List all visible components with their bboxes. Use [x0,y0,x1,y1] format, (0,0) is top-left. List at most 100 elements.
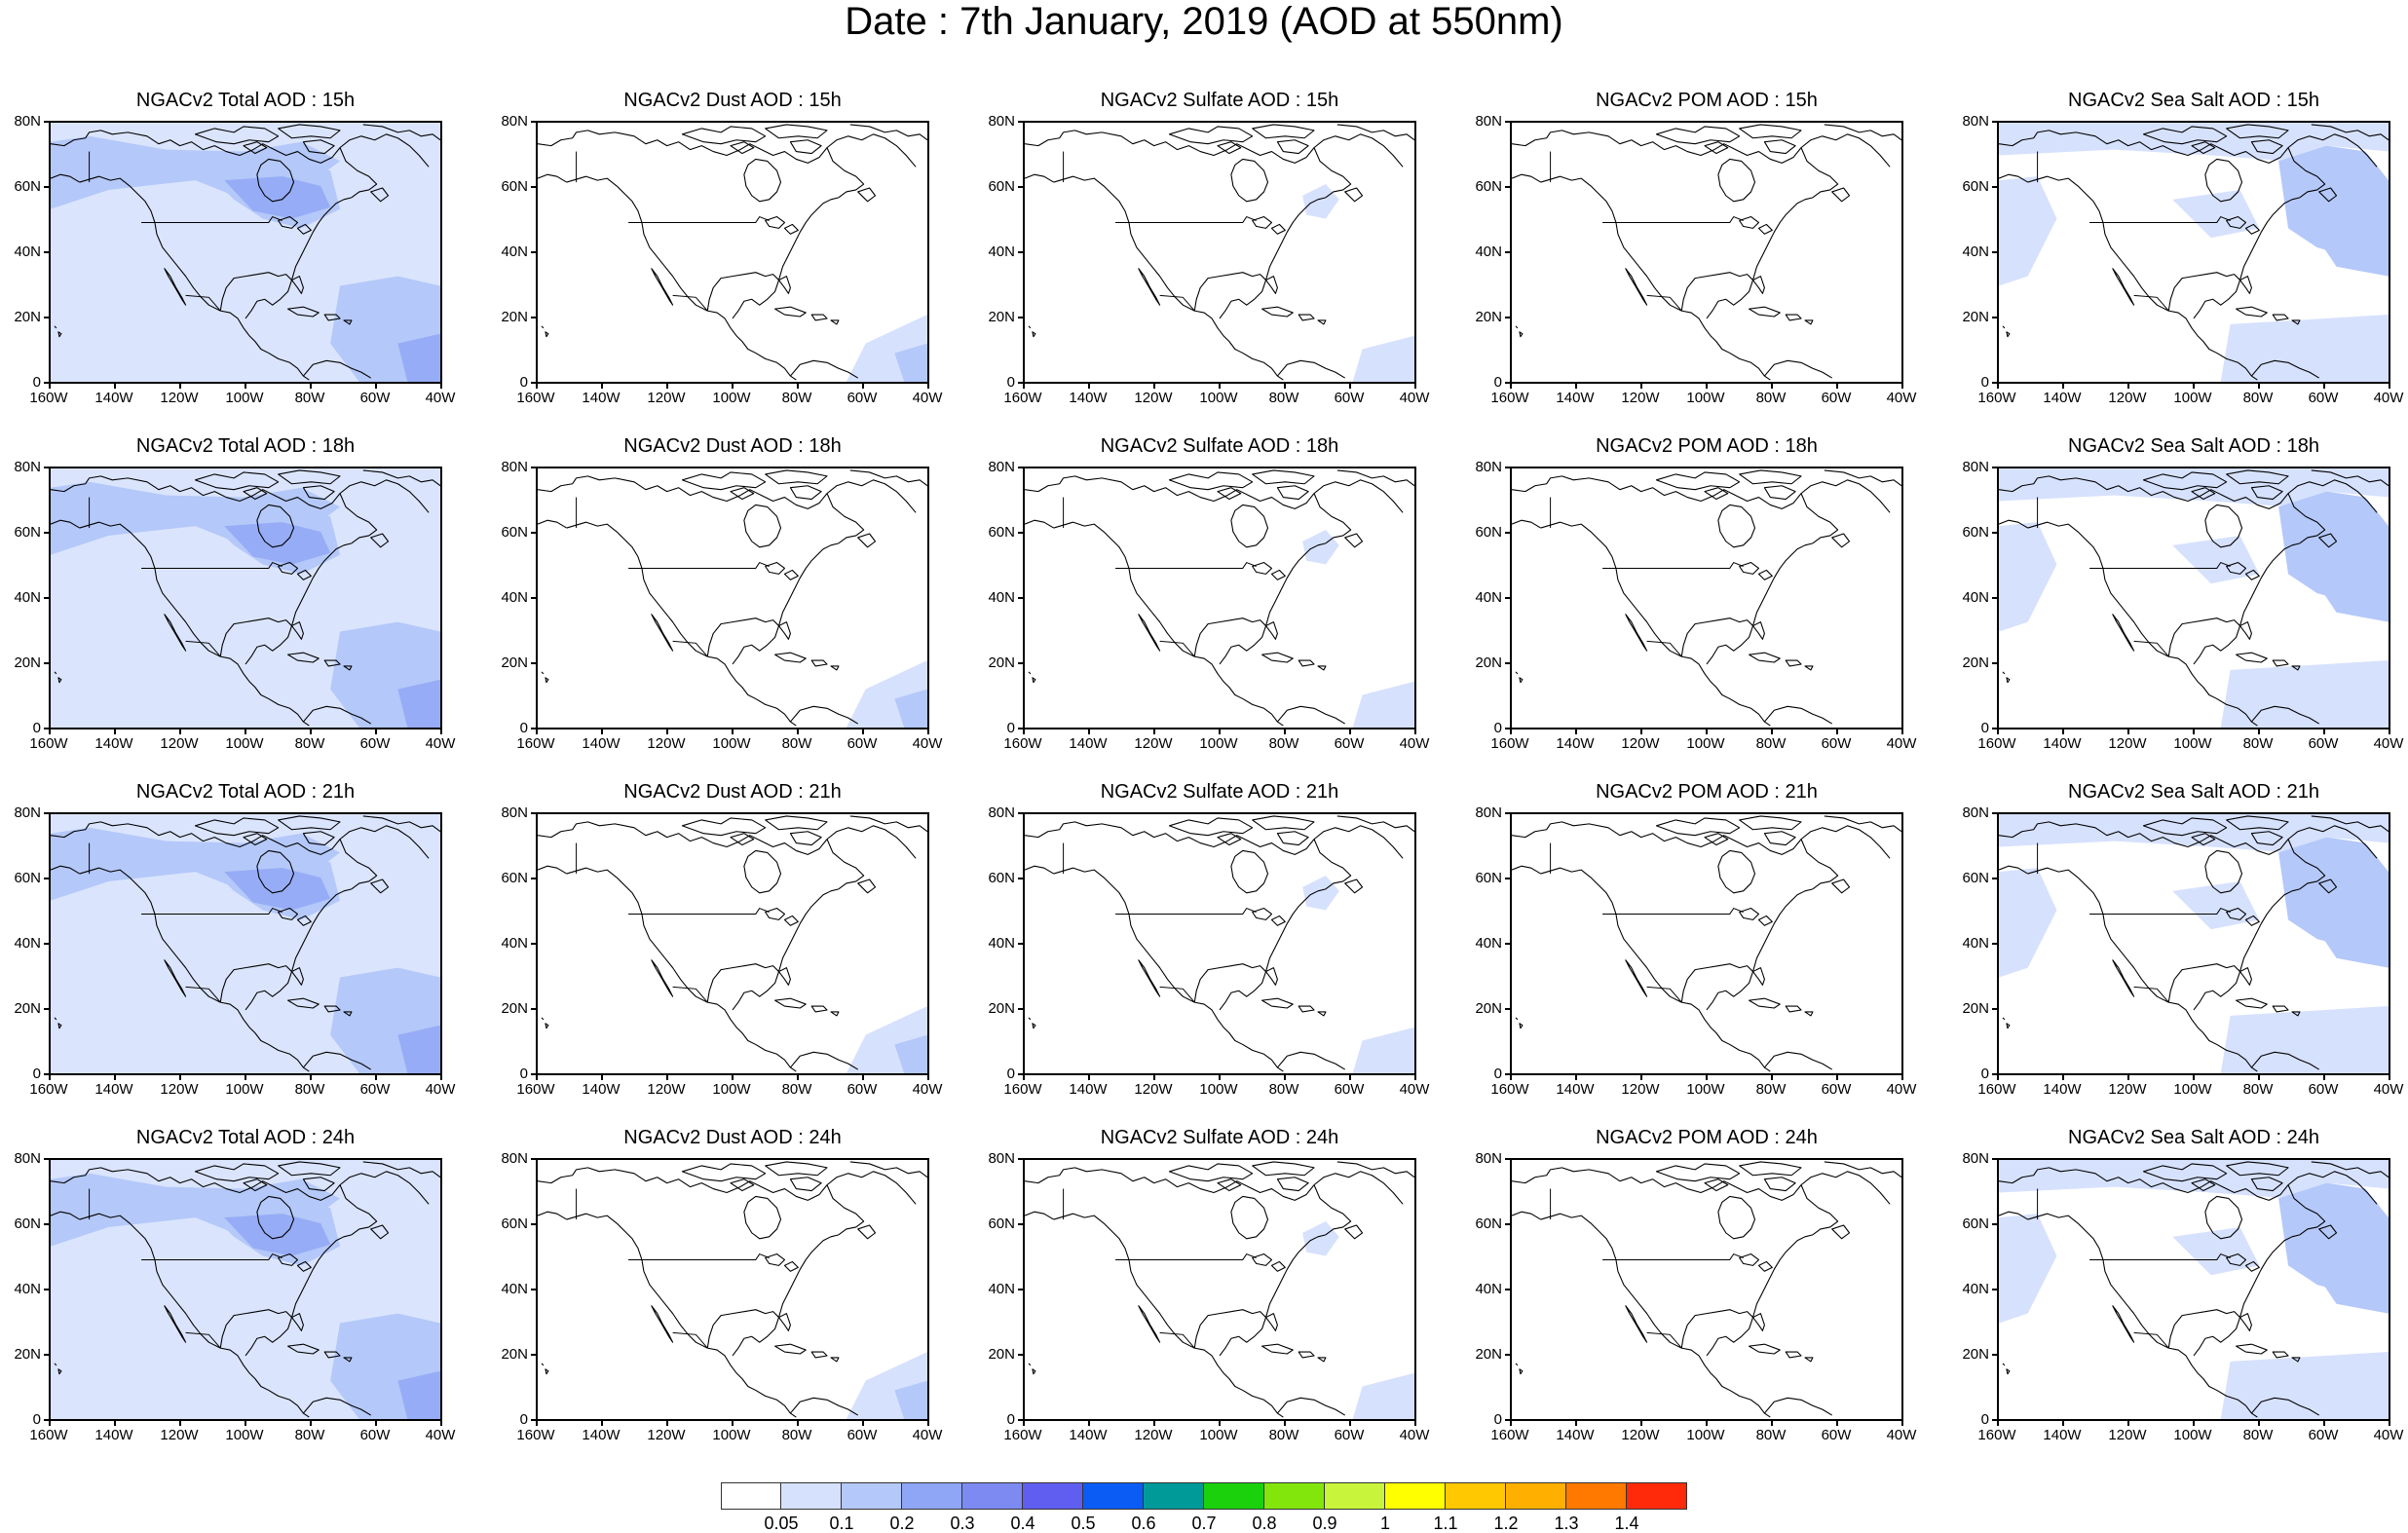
colorbar-label: 1.4 [1614,1514,1639,1533]
lat-tick [1018,1419,1023,1421]
colorbar-swatch [842,1482,902,1510]
lat-tick [1992,532,1997,534]
map-panel: NGACv2 POM AOD : 24h 80N 60N 40N 20N 0 160W 140… [1463,1125,1950,1456]
lon-tick [179,729,181,734]
aod-shaded-region [2316,919,2389,968]
aod-shaded-region [1302,184,1339,219]
lat-tick-label: 0 [1006,720,1015,736]
lat-tick [531,1158,536,1160]
lat-tick [1505,812,1510,814]
lon-tick-label: 60W [847,1081,878,1098]
lat-tick-label: 40N [14,243,41,260]
aod-field-map [1999,814,2389,1073]
lon-tick [2062,384,2064,389]
lon-tick [375,1075,377,1080]
lon-tick [1219,1421,1221,1426]
lon-tick-label: 80W [781,390,812,406]
colorbar-swatch [1264,1482,1325,1510]
lat-tick [44,251,49,253]
lat-tick-label: 60N [988,870,1015,886]
coastline [1512,1161,1901,1418]
lon-tick [2127,1075,2129,1080]
lon-tick [1284,1075,1286,1080]
map-area [1510,1158,1903,1421]
lat-tick [531,186,536,188]
colorbar-swatch [1446,1482,1506,1510]
lon-tick-label: 160W [1977,1081,2016,1098]
aod-shaded-region [1999,123,2389,162]
lon-tick [1771,1075,1773,1080]
lat-tick-label: 40N [1475,935,1502,952]
lat-tick [1992,1223,1997,1225]
lat-tick [1018,728,1023,729]
lat-tick-label: 0 [519,1066,528,1082]
lon-tick-label: 100W [1199,1427,1238,1443]
lon-tick-label: 140W [2043,390,2082,406]
lon-tick-label: 60W [2308,390,2339,406]
lon-tick [245,1421,246,1426]
colorbar-swatch [1204,1482,1264,1510]
lon-tick-label: 160W [1003,390,1042,406]
lon-tick-label: 80W [1755,1427,1787,1443]
aod-shaded-region [2220,660,2389,728]
map-panel: NGACv2 Sea Salt AOD : 21h 80N 60N 40N 20N 0 16… [1950,779,2408,1110]
panel-title: NGACv2 Sea Salt AOD : 21h [2068,781,2319,803]
lat-tick [44,1289,49,1290]
aod-shaded-region [2220,1352,2389,1419]
lon-tick [1901,1421,1903,1426]
lon-tick-label: 140W [94,1081,133,1098]
colorbar-swatch [781,1482,842,1510]
lat-tick-label: 0 [1493,720,1502,736]
lat-tick [44,812,49,814]
lon-tick-label: 120W [1621,735,1660,752]
lon-tick [1510,1075,1512,1080]
lon-tick [1414,729,1416,734]
lat-tick [1505,532,1510,534]
map-panel: NGACv2 Total AOD : 24h 80N 60N 40N 20N 0 160W 1… [2,1125,489,1456]
panel-title: NGACv2 Sea Salt AOD : 18h [2068,435,2319,457]
lon-tick-label: 140W [1556,390,1595,406]
colorbar-swatch [902,1482,962,1510]
aod-field-map [1512,1161,1901,1418]
lon-tick [2323,729,2325,734]
lon-tick-label: 100W [712,390,751,406]
lon-tick [2127,729,2129,734]
lat-tick-label: 20N [988,654,1015,671]
lat-tick-label: 0 [1980,720,1989,736]
lat-tick [1992,382,1997,384]
coastline [1025,1161,1414,1418]
political-border [1063,1188,1258,1349]
colorbar-label: 1.1 [1433,1514,1458,1533]
lat-tick [531,728,536,729]
lat-tick [1505,121,1510,123]
lat-tick-label: 0 [1493,1411,1502,1428]
map-area [1023,467,1416,729]
lat-tick [1018,878,1023,879]
lon-tick [310,729,312,734]
lat-tick [1018,317,1023,318]
lat-tick [1018,1008,1023,1010]
aod-shaded-region [1999,1214,2057,1324]
lon-tick-label: 120W [1134,390,1173,406]
lat-tick-label: 40N [1962,1281,1989,1297]
lon-tick-label: 60W [2308,735,2339,752]
aod-shaded-region [1352,681,1414,728]
lon-tick [927,384,929,389]
colorbar-label: 0.5 [1071,1514,1096,1533]
lon-tick [440,729,442,734]
lon-tick [1997,384,1999,389]
lon-tick-label: 100W [225,1081,264,1098]
lat-tick [44,662,49,664]
political-border [1550,842,1745,1003]
aod-shaded-region [1999,176,2057,286]
lon-tick [1706,729,1708,734]
lon-tick-label: 40W [425,1081,456,1098]
lon-tick [1640,384,1642,389]
lon-tick-label: 60W [1334,735,1365,752]
map-area [536,121,929,384]
aod-field-map [1512,124,1901,381]
lat-tick-label: 40N [501,1281,528,1297]
colorbar-label: 0.8 [1252,1514,1277,1533]
lon-tick-label: 100W [1686,390,1725,406]
lat-tick [1505,662,1510,664]
